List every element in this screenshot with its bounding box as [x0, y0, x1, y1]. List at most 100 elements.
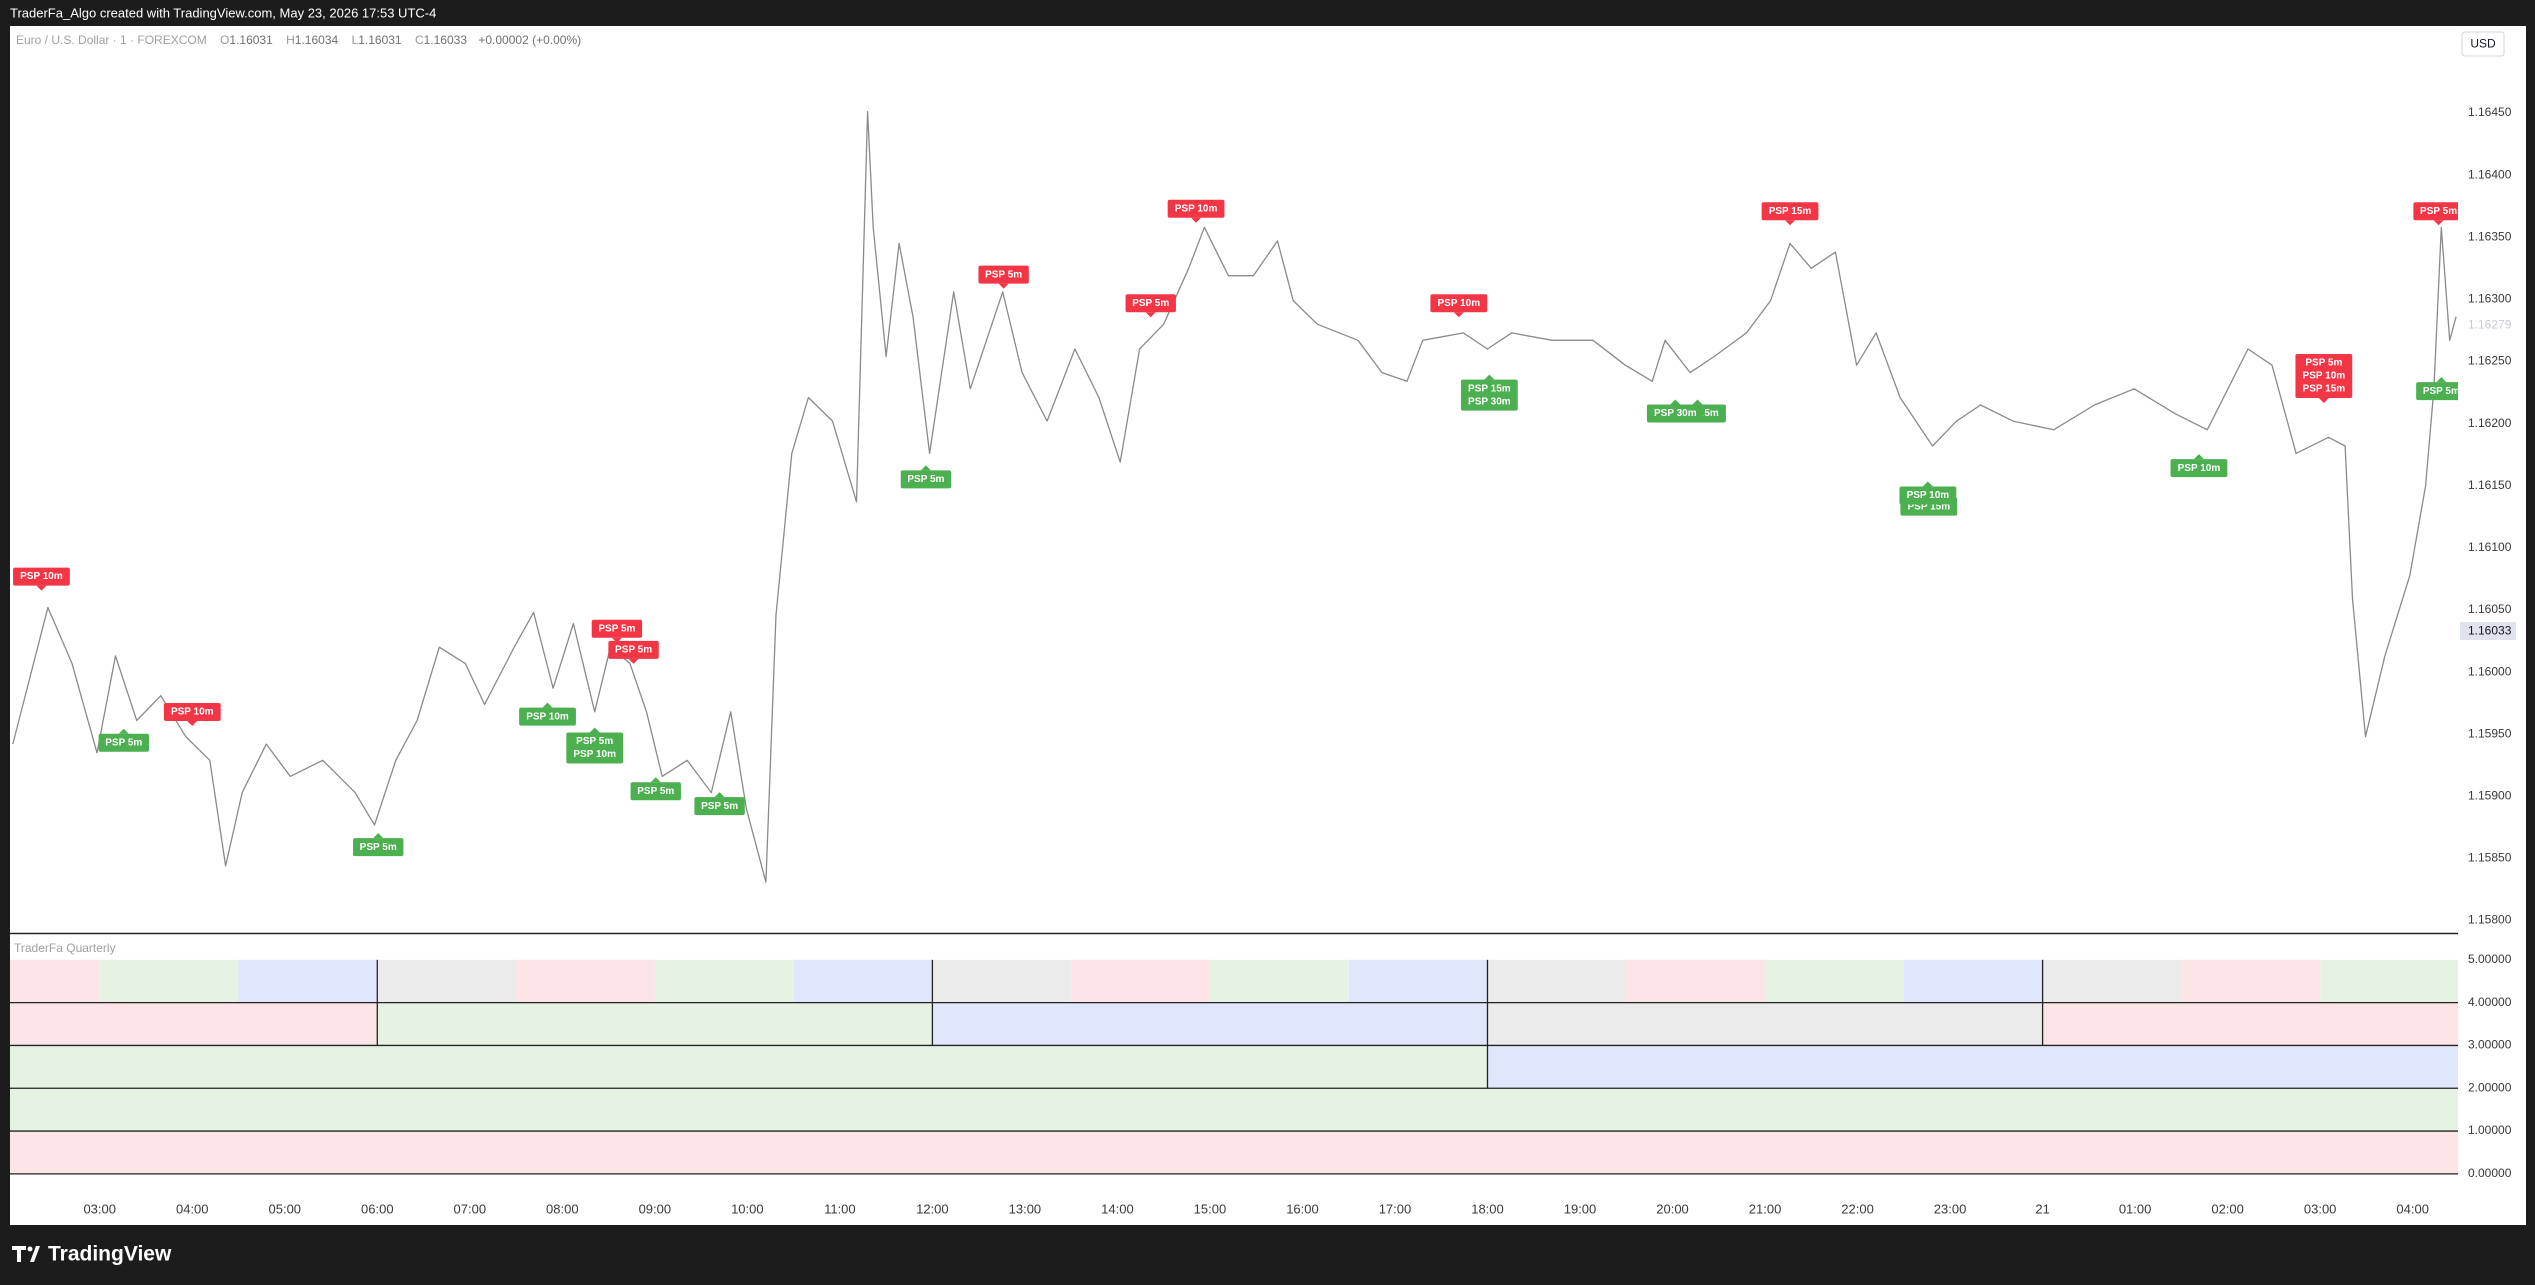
marker-box: [1167, 199, 1225, 218]
logo-icon: [12, 1246, 26, 1262]
currency-label[interactable]: USD: [2470, 37, 2496, 51]
marker-pointer: [611, 637, 622, 643]
band-cell: [377, 1002, 933, 1046]
band-cell: [1348, 959, 1488, 1003]
y-tick-label: 1.15950: [2468, 726, 2512, 740]
marker-box: [591, 619, 643, 638]
marker-label: PSP 5m: [985, 269, 1022, 280]
y-tick-label: 3.00000: [2468, 1038, 2512, 1052]
x-tick-label: 14:00: [1101, 1201, 1134, 1216]
ohlc-key: C: [415, 33, 424, 47]
psp-marker: PSP 10m: [1167, 199, 1225, 223]
y-tick-label: 0.00000: [2468, 1166, 2512, 1180]
marker-label: PSP 10m: [2303, 371, 2346, 382]
marker-label: PSP 15m: [1769, 206, 1812, 217]
band-cell: [516, 959, 655, 1003]
psp-marker: PSP 5m: [630, 777, 681, 801]
y-tick-label: 1.16300: [2468, 292, 2512, 306]
psp-marker: PSP 5m: [353, 833, 404, 857]
y-tick-label: 1.16200: [2468, 416, 2512, 430]
brand: TradingView: [48, 1243, 172, 1266]
band-cell: [1626, 959, 1766, 1003]
pane-title: TraderFa Quarterly: [14, 941, 116, 955]
marker-pointer: [2436, 377, 2447, 383]
marker-box: [694, 797, 745, 816]
marker-label: PSP 5m: [576, 736, 613, 747]
ohlc-value: 1.16031: [229, 33, 273, 47]
marker-label: PSP 5m: [2305, 358, 2342, 369]
x-tick-label: 04:00: [176, 1201, 209, 1216]
y-tick-label: 5.00000: [2468, 952, 2512, 966]
marker-label: PSP 10m: [1907, 490, 1950, 501]
psp-marker: PSP 5m: [694, 792, 745, 816]
y-tick-label: 1.15800: [2468, 913, 2512, 927]
marker-pointer: [1670, 399, 1681, 405]
marker-label: PSP 5m: [360, 842, 397, 853]
ohlc-key: O: [220, 33, 229, 47]
marker-pointer: [628, 658, 639, 664]
marker-label: PSP 5m: [2420, 206, 2457, 217]
band-cell: [932, 1002, 1488, 1046]
marker-box: [163, 702, 221, 721]
band-cell: [10, 959, 100, 1003]
marker-pointer: [998, 283, 1009, 289]
y-tick-label: 1.16400: [2468, 167, 2512, 181]
y-tick-label: 1.16150: [2468, 478, 2512, 492]
marker-pointer: [1922, 481, 1933, 487]
marker-pointer: [1145, 312, 1156, 318]
y-tick-label: 1.15900: [2468, 789, 2512, 803]
marker-pointer: [1692, 399, 1703, 405]
x-tick-label: 07:00: [454, 1201, 487, 1216]
band-cell: [10, 1045, 1488, 1089]
psp-marker: PSP 15m PSP 30m: [1460, 374, 1518, 411]
marker-box: [978, 265, 1029, 284]
marker-label: PSP 15m: [2303, 384, 2346, 395]
psp-marker: PSP 5m: [2413, 202, 2458, 226]
marker-pointer: [1484, 374, 1495, 380]
band-cell: [10, 1131, 2458, 1174]
logo-icon: [27, 1246, 33, 1252]
psp-marker: PSP 10m: [1430, 294, 1488, 318]
marker-label: PSP 5m: [701, 801, 738, 812]
marker-box: [13, 567, 70, 586]
marker-box: [1430, 294, 1488, 313]
band-cell: [377, 959, 517, 1003]
band-cell: [238, 959, 378, 1003]
psp-marker: PSP 10m: [163, 702, 221, 726]
marker-box: [1761, 202, 1819, 221]
psp-marker: PSP 10m: [13, 567, 70, 591]
marker-pointer: [187, 720, 198, 726]
x-tick-label: 16:00: [1286, 1201, 1319, 1216]
x-tick-label: 03:00: [2304, 1201, 2337, 1216]
marker-label: PSP 5m: [105, 737, 142, 748]
x-tick-label: 23:00: [1934, 1201, 1967, 1216]
marker-box: [1460, 379, 1518, 411]
ohlc-key: L: [352, 33, 359, 47]
y-tick-label: 2.00000: [2468, 1080, 2512, 1094]
currency-button[interactable]: [2461, 31, 2505, 57]
marker-box: [1646, 404, 1704, 423]
marker-label: PSP 30m: [1654, 408, 1697, 419]
marker-box: [2413, 202, 2458, 221]
marker-box: [608, 640, 659, 659]
footer-logo: TradingView: [12, 1243, 172, 1266]
marker-box: [1899, 486, 1957, 505]
band-cell: [2181, 959, 2321, 1003]
y-tick-label: 1.15850: [2468, 851, 2512, 865]
psp-marker: PSP 30m: [1646, 399, 1704, 423]
marker-pointer: [714, 792, 725, 798]
x-tick-label: 15:00: [1194, 1201, 1227, 1216]
psp-marker: PSP 5m PSP 10m: [566, 727, 624, 764]
x-tick-label: 06:00: [361, 1201, 394, 1216]
y-tick-label: 1.16050: [2468, 602, 2512, 616]
price-label: 1.16033: [2468, 623, 2512, 637]
psp-marker: PSP 5m: [978, 265, 1029, 289]
marker-label: PSP 10m: [1438, 298, 1481, 309]
x-tick-label: 22:00: [1841, 1201, 1874, 1216]
psp-marker: PSP 5m: [900, 465, 952, 489]
psp-marker: PSP 5m PSP 10m PSP 15m: [2295, 353, 2353, 403]
marker-label: PSP 15m: [1907, 501, 1950, 512]
marker-pointer: [1453, 312, 1464, 318]
band-cell: [1071, 959, 1210, 1003]
